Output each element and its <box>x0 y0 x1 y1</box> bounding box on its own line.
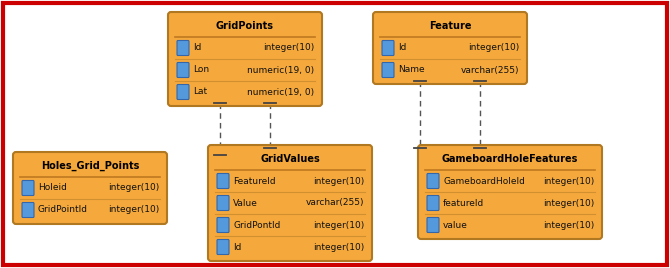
FancyBboxPatch shape <box>418 145 602 239</box>
FancyBboxPatch shape <box>22 203 34 218</box>
FancyBboxPatch shape <box>427 218 439 233</box>
Text: varchar(255): varchar(255) <box>460 65 519 75</box>
FancyBboxPatch shape <box>22 181 34 195</box>
Text: integer(10): integer(10) <box>108 184 159 192</box>
Text: Holeid: Holeid <box>38 184 67 192</box>
Text: Value: Value <box>233 199 258 207</box>
Text: numeric(19, 0): numeric(19, 0) <box>247 87 314 96</box>
Text: integer(10): integer(10) <box>313 221 364 229</box>
FancyBboxPatch shape <box>217 173 229 188</box>
FancyBboxPatch shape <box>217 195 229 210</box>
FancyBboxPatch shape <box>217 218 229 233</box>
FancyBboxPatch shape <box>177 40 189 55</box>
Text: Lon: Lon <box>193 65 209 75</box>
FancyBboxPatch shape <box>382 62 394 77</box>
Text: integer(10): integer(10) <box>313 177 364 185</box>
FancyBboxPatch shape <box>217 240 229 255</box>
Text: integer(10): integer(10) <box>313 243 364 251</box>
Text: Id: Id <box>398 43 407 53</box>
Text: GridPontId: GridPontId <box>233 221 280 229</box>
FancyBboxPatch shape <box>373 12 527 84</box>
Text: GridPointId: GridPointId <box>38 206 88 214</box>
Text: integer(10): integer(10) <box>543 177 594 185</box>
Text: Id: Id <box>233 243 241 251</box>
Text: integer(10): integer(10) <box>468 43 519 53</box>
Text: integer(10): integer(10) <box>108 206 159 214</box>
FancyBboxPatch shape <box>177 62 189 77</box>
Text: Feature: Feature <box>429 21 471 31</box>
FancyBboxPatch shape <box>382 40 394 55</box>
FancyBboxPatch shape <box>427 173 439 188</box>
FancyBboxPatch shape <box>177 84 189 99</box>
FancyBboxPatch shape <box>3 3 667 265</box>
FancyBboxPatch shape <box>13 152 167 224</box>
Text: featureId: featureId <box>443 199 484 207</box>
Text: Id: Id <box>193 43 202 53</box>
Text: integer(10): integer(10) <box>543 199 594 207</box>
Text: GameboardHoleFeatures: GameboardHoleFeatures <box>442 154 578 164</box>
FancyBboxPatch shape <box>168 12 322 106</box>
Text: varchar(255): varchar(255) <box>306 199 364 207</box>
Text: GridPoints: GridPoints <box>216 21 274 31</box>
Text: integer(10): integer(10) <box>263 43 314 53</box>
FancyBboxPatch shape <box>208 145 372 261</box>
Text: GameboardHoleId: GameboardHoleId <box>443 177 525 185</box>
Text: numeric(19, 0): numeric(19, 0) <box>247 65 314 75</box>
Text: value: value <box>443 221 468 229</box>
Text: Name: Name <box>398 65 425 75</box>
Text: Lat: Lat <box>193 87 207 96</box>
FancyBboxPatch shape <box>427 195 439 210</box>
Text: integer(10): integer(10) <box>543 221 594 229</box>
Text: FeatureId: FeatureId <box>233 177 275 185</box>
Text: Holes_Grid_Points: Holes_Grid_Points <box>41 161 139 171</box>
Text: GridValues: GridValues <box>260 154 320 164</box>
